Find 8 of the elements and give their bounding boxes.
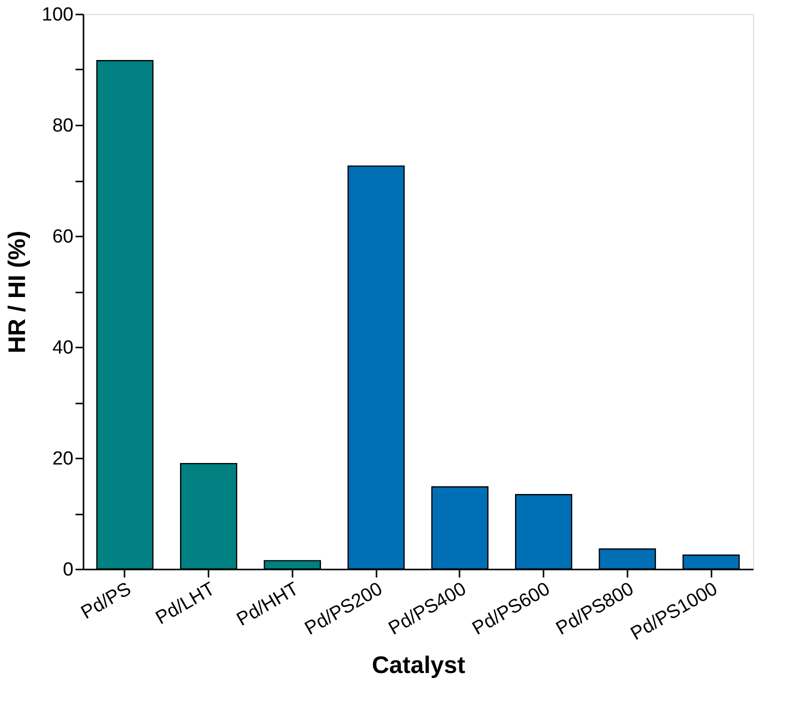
y-axis-title: HR / HI (%) (4, 230, 31, 354)
y-tick-label: 80 (52, 116, 74, 136)
y-tick-label: 0 (62, 560, 74, 580)
y-tick-label: 60 (52, 226, 74, 248)
y-tick-label: 20 (52, 448, 74, 470)
y-tick-label: 40 (52, 338, 74, 358)
x-axis-title: Catalyst (372, 652, 466, 680)
y-tick-label: 100 (42, 4, 74, 26)
